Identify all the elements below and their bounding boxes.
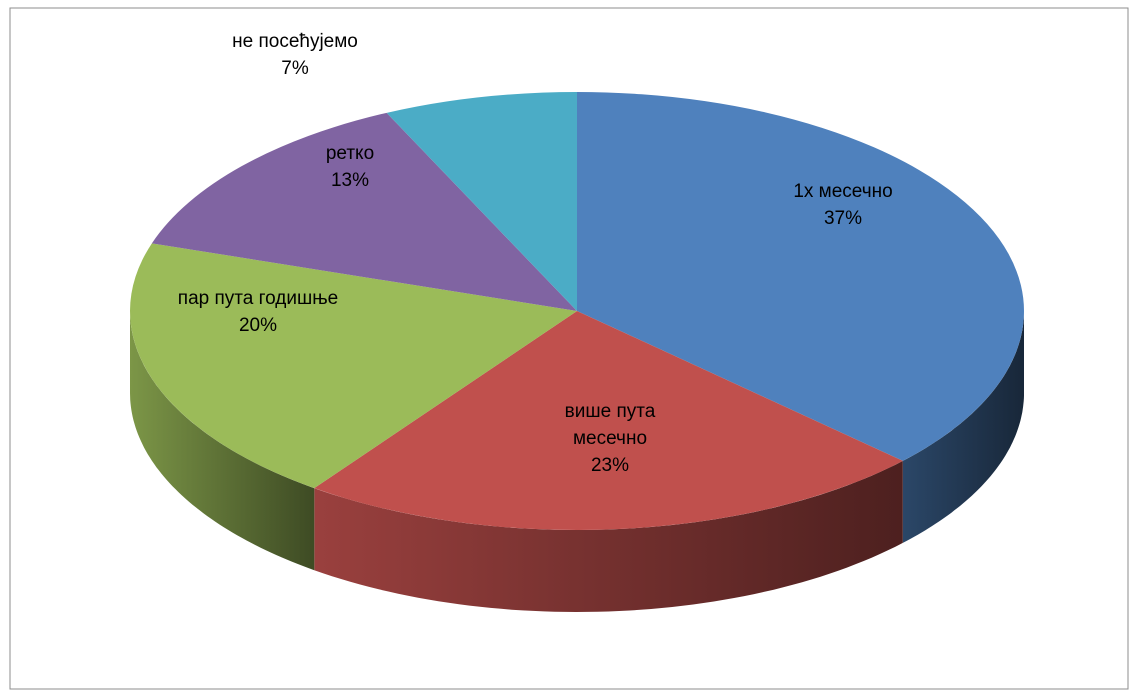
pie-slice-side — [130, 311, 315, 571]
data-label: пар пута годишње 20% — [128, 285, 388, 339]
pie-slice — [151, 112, 577, 312]
value-label: 37% — [823, 208, 863, 229]
category-label: ретко — [325, 143, 375, 164]
pie-slice — [577, 92, 1024, 461]
category-label: више пута месечно — [564, 401, 656, 449]
pie-slice — [314, 311, 903, 530]
pie-slice — [386, 92, 577, 311]
data-label: 1x месечно 37% — [723, 178, 963, 232]
value-label: 20% — [238, 315, 278, 336]
value-label: 13% — [330, 170, 370, 191]
pie-slice-side — [314, 460, 903, 612]
pie-slice — [130, 243, 577, 489]
data-label: више пута месечно 23% — [535, 398, 685, 479]
category-label: пар пута годишње — [177, 288, 339, 309]
value-label: 7% — [281, 58, 309, 79]
category-label: не посећујемо — [232, 31, 358, 52]
category-label: 1x месечно — [793, 181, 893, 202]
data-label: не посећујемо 7% — [175, 28, 415, 82]
pie-slice-side — [902, 311, 1024, 543]
value-label: 23% — [590, 455, 630, 476]
data-label: ретко 13% — [250, 140, 450, 194]
